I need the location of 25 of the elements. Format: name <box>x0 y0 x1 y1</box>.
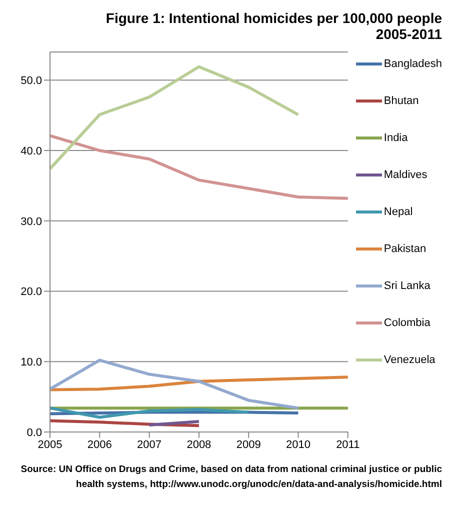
y-tick-label: 40.0 <box>20 145 42 158</box>
legend-label: Pakistan <box>384 243 426 255</box>
x-tick-label: 2009 <box>236 438 261 451</box>
x-tick-label: 2010 <box>286 438 310 451</box>
legend-label: Maldives <box>384 169 428 181</box>
legend-label: Bhutan <box>384 95 419 107</box>
legend-label: Nepal <box>384 206 413 218</box>
legend-label: Colombia <box>384 317 430 329</box>
legend-label: Sri Lanka <box>384 280 430 292</box>
x-tick-label: 2006 <box>87 438 112 451</box>
x-tick-label: 2007 <box>137 438 162 451</box>
legend-label: India <box>384 132 408 144</box>
y-tick-label: 10.0 <box>20 356 42 369</box>
source-note: Source: UN Office on Drugs and Crime, based on data from national criminal justice or public health systems, http://www.unodc.org/unodc/en/data-and-analysis/homicide.html <box>20 463 443 492</box>
x-tick-label: 2005 <box>38 438 62 451</box>
y-tick-label: 50.0 <box>20 75 42 88</box>
legend-label: Venezuela <box>384 354 436 366</box>
legend-label: Bangladesh <box>384 58 442 70</box>
y-tick-label: 20.0 <box>20 286 42 298</box>
x-tick-label: 2011 <box>336 438 360 451</box>
chart-title: Figure 1: Intentional homicides per 100,000 people <box>104 10 442 26</box>
x-tick-label: 2008 <box>186 438 212 451</box>
y-tick-label: 0.0 <box>26 426 42 439</box>
y-tick-label: 30.0 <box>20 216 42 228</box>
text: 2005-2011 <box>374 26 442 42</box>
